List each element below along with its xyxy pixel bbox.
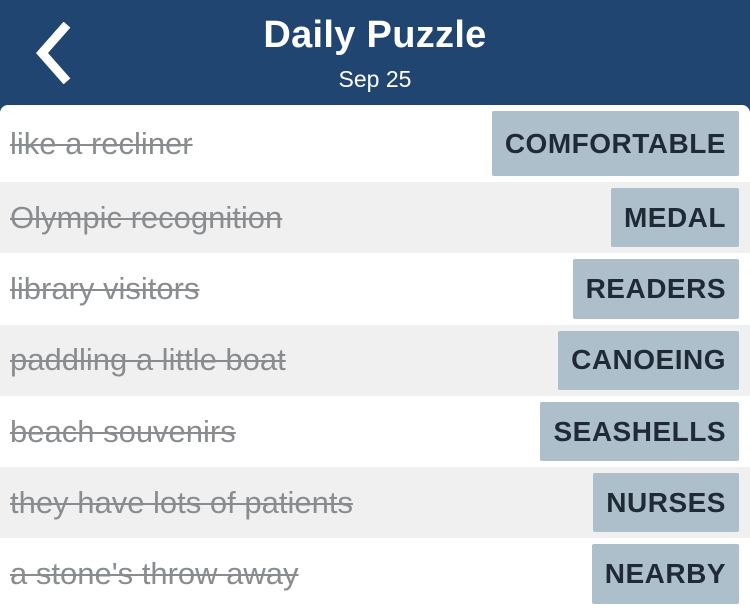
answer-badge: NURSES [593,473,739,533]
header-bar: Daily Puzzle Sep 25 [0,0,750,105]
clue-text: they have lots of patients [10,484,353,520]
clue-row[interactable]: paddling a little boat CANOEING [0,324,750,396]
answer-badge: READERS [572,259,739,319]
clue-text: like a recliner [10,125,193,161]
clue-row[interactable]: beach souvenirs SEASHELLS [0,396,750,467]
chevron-left-icon [36,22,71,84]
clue-row[interactable]: they have lots of patients NURSES [0,467,750,539]
clue-text: a stone's throw away [10,556,299,592]
clue-text: library visitors [10,270,200,306]
answer-badge: NEARBY [591,544,739,604]
clue-list: like a recliner COMFORTABLE Olympic reco… [0,105,750,610]
clue-text: Olympic recognition [10,199,283,235]
answer-badge: CANOEING [558,330,739,390]
clue-row[interactable]: library visitors READERS [0,253,750,324]
page-title: Daily Puzzle [263,14,487,56]
answer-badge: MEDAL [610,188,739,248]
back-button[interactable] [28,22,80,84]
answer-badge: SEASHELLS [540,401,739,462]
puzzle-date: Sep 25 [338,66,412,92]
clue-row[interactable]: a stone's throw away NEARBY [0,538,750,609]
clue-text: beach souvenirs [10,413,236,449]
clue-row[interactable]: like a recliner COMFORTABLE [0,105,750,182]
clue-row[interactable]: Olympic recognition MEDAL [0,182,750,254]
answer-badge: COMFORTABLE [491,111,739,176]
clue-text: paddling a little boat [10,342,286,378]
